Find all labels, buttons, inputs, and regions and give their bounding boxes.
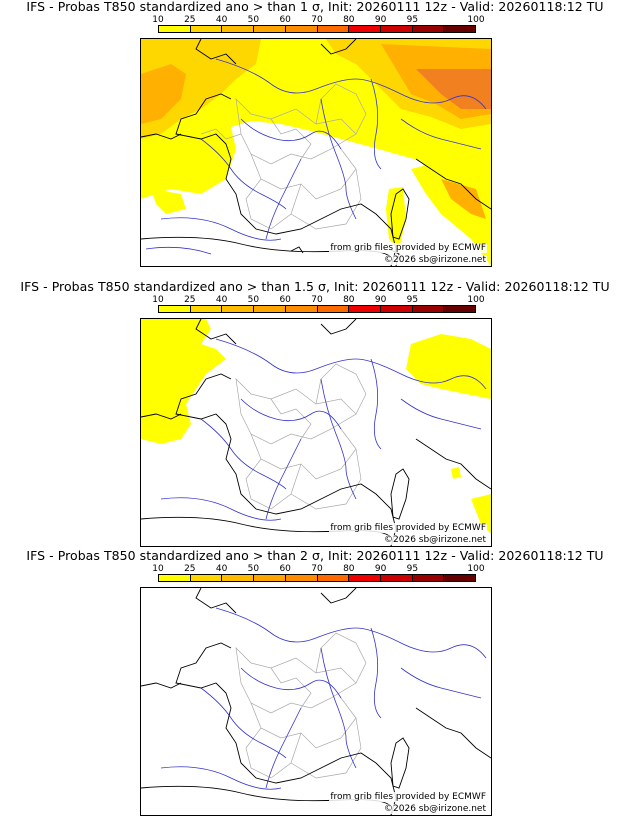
colorbar-segment: [285, 575, 318, 581]
probability-map: [141, 588, 491, 815]
colorbar-tick-label: 80: [343, 15, 355, 25]
colorbar-segment: [412, 575, 445, 581]
colorbar-tick-label: 25: [184, 564, 196, 574]
colorbar-tick-label: 100: [467, 564, 485, 574]
colorbar-segment: [254, 26, 286, 32]
colorbar-tick-label: 95: [406, 564, 419, 574]
colorbar-tick-label: 10: [152, 15, 164, 25]
colorbar-tick-label: 25: [184, 295, 196, 305]
colorbar-tick-label: 10: [152, 564, 164, 574]
colorbar-tick-label: 70: [311, 15, 323, 25]
panel-title: IFS - Probas T850 standardized ano > tha…: [20, 279, 610, 294]
colorbar-tick-label: 95: [406, 295, 419, 305]
map-panel-2: IFS - Probas T850 standardized ano > tha…: [0, 280, 630, 550]
colorbar-segment: [190, 306, 223, 312]
map-panel-3: IFS - Probas T850 standardized ano > tha…: [0, 549, 630, 819]
colorbar-segment: [380, 26, 413, 32]
colorbar-tick-label: 70: [311, 564, 323, 574]
colorbar-segment: [159, 575, 191, 581]
colorbar-tick-label: 90: [374, 564, 387, 574]
credit-source: from grib files provided by ECMWF: [329, 792, 487, 802]
colorbar-tick-label: 40: [215, 15, 228, 25]
colorbar-tick-label: 10: [152, 295, 164, 305]
colorbar-segment: [349, 26, 381, 32]
credit-copyright: ©2026 sb@irizone.net: [383, 535, 487, 545]
map-frame: from grib files provided by ECMWF ©2026 …: [140, 38, 492, 267]
colorbar-segment: [349, 575, 381, 581]
colorbar: [158, 25, 476, 33]
colorbar-segment: [285, 26, 318, 32]
credit-copyright: ©2026 sb@irizone.net: [383, 804, 487, 814]
colorbar-segment: [159, 26, 191, 32]
map-frame: from grib files provided by ECMWF ©2026 …: [140, 587, 492, 816]
colorbar-segment: [222, 26, 255, 32]
colorbar-tick-label: 40: [215, 564, 228, 574]
colorbar: [158, 305, 476, 313]
colorbar-tick-label: 25: [184, 15, 196, 25]
credit-source: from grib files provided by ECMWF: [329, 243, 487, 253]
colorbar-segment: [380, 575, 413, 581]
colorbar-segment: [222, 306, 255, 312]
map-frame: from grib files provided by ECMWF ©2026 …: [140, 318, 492, 547]
colorbar-segment: [444, 26, 476, 32]
colorbar-segment: [412, 306, 445, 312]
colorbar-segment: [317, 306, 350, 312]
colorbar-segment: [190, 26, 223, 32]
colorbar-segment: [285, 306, 318, 312]
credit-copyright: ©2026 sb@irizone.net: [383, 255, 487, 265]
colorbar-tick-label: 60: [279, 295, 291, 305]
credit-source: from grib files provided by ECMWF: [329, 523, 487, 533]
colorbar-segment: [444, 306, 476, 312]
colorbar: [158, 574, 476, 582]
colorbar-tick-label: 40: [215, 295, 228, 305]
map-panel-1: IFS - Probas T850 standardized ano > tha…: [0, 0, 630, 270]
colorbar-tick-label: 90: [374, 295, 387, 305]
probability-map: [141, 319, 491, 546]
colorbar-tick-label: 80: [343, 295, 355, 305]
colorbar-segment: [349, 306, 381, 312]
colorbar-tick-label: 95: [406, 15, 419, 25]
colorbar-segment: [222, 575, 255, 581]
colorbar-segment: [412, 26, 445, 32]
colorbar-tick-label: 90: [374, 15, 387, 25]
panel-title: IFS - Probas T850 standardized ano > tha…: [26, 0, 604, 14]
colorbar-segment: [444, 575, 476, 581]
colorbar-segment: [254, 306, 286, 312]
colorbar-segment: [380, 306, 413, 312]
colorbar-segment: [190, 575, 223, 581]
colorbar-tick-label: 80: [343, 564, 355, 574]
colorbar-tick-label: 100: [467, 15, 485, 25]
colorbar-labels: 10 25 40 50 60 70 80 90 95 100: [152, 295, 484, 305]
colorbar-tick-label: 50: [247, 15, 260, 25]
colorbar-labels: 10 25 40 50 60 70 80 90 95 100: [152, 564, 484, 574]
colorbar-tick-label: 60: [279, 564, 291, 574]
colorbar-segment: [254, 575, 286, 581]
panel-title: IFS - Probas T850 standardized ano > tha…: [26, 548, 604, 563]
colorbar-tick-label: 60: [279, 15, 291, 25]
admin-borders: [200, 83, 367, 230]
colorbar-tick-label: 70: [311, 295, 323, 305]
colorbar-tick-label: 50: [247, 564, 260, 574]
colorbar-segment: [317, 26, 350, 32]
colorbar-tick-label: 50: [247, 295, 260, 305]
colorbar-tick-label: 100: [467, 295, 485, 305]
colorbar-segment: [317, 575, 350, 581]
colorbar-labels: 10 25 40 50 60 70 80 90 95 100: [152, 15, 484, 25]
probability-map: [141, 39, 491, 266]
probability-fill: [141, 39, 491, 266]
colorbar-segment: [159, 306, 191, 312]
rivers: [145, 58, 487, 255]
